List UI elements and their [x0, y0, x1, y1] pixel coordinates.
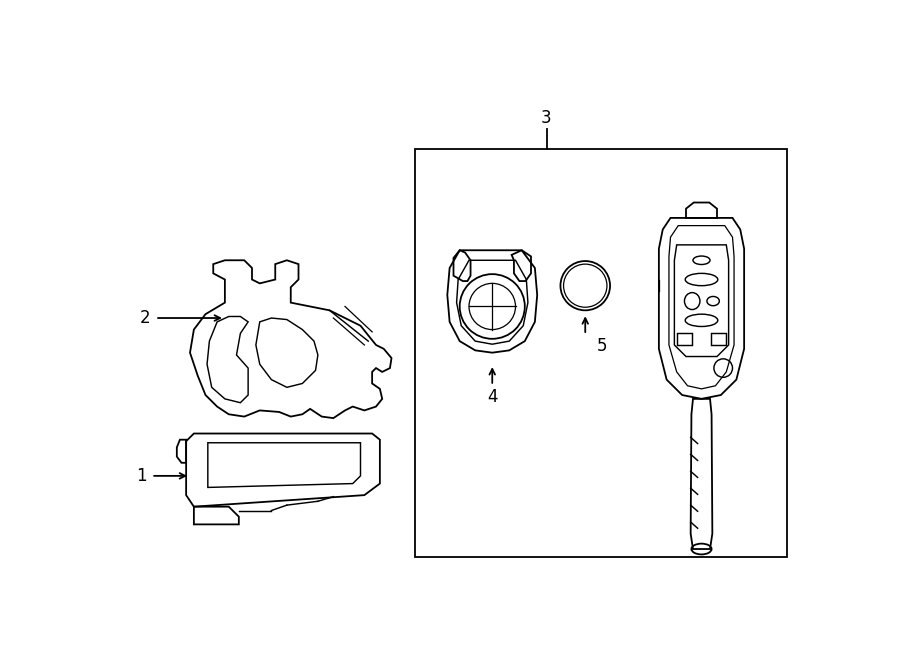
Text: 4: 4 [487, 387, 498, 406]
Bar [415, 149, 787, 557]
Text: 3: 3 [541, 109, 552, 127]
Text: 2: 2 [140, 309, 150, 327]
Text: 1: 1 [136, 467, 147, 485]
Text: 5: 5 [597, 336, 608, 355]
